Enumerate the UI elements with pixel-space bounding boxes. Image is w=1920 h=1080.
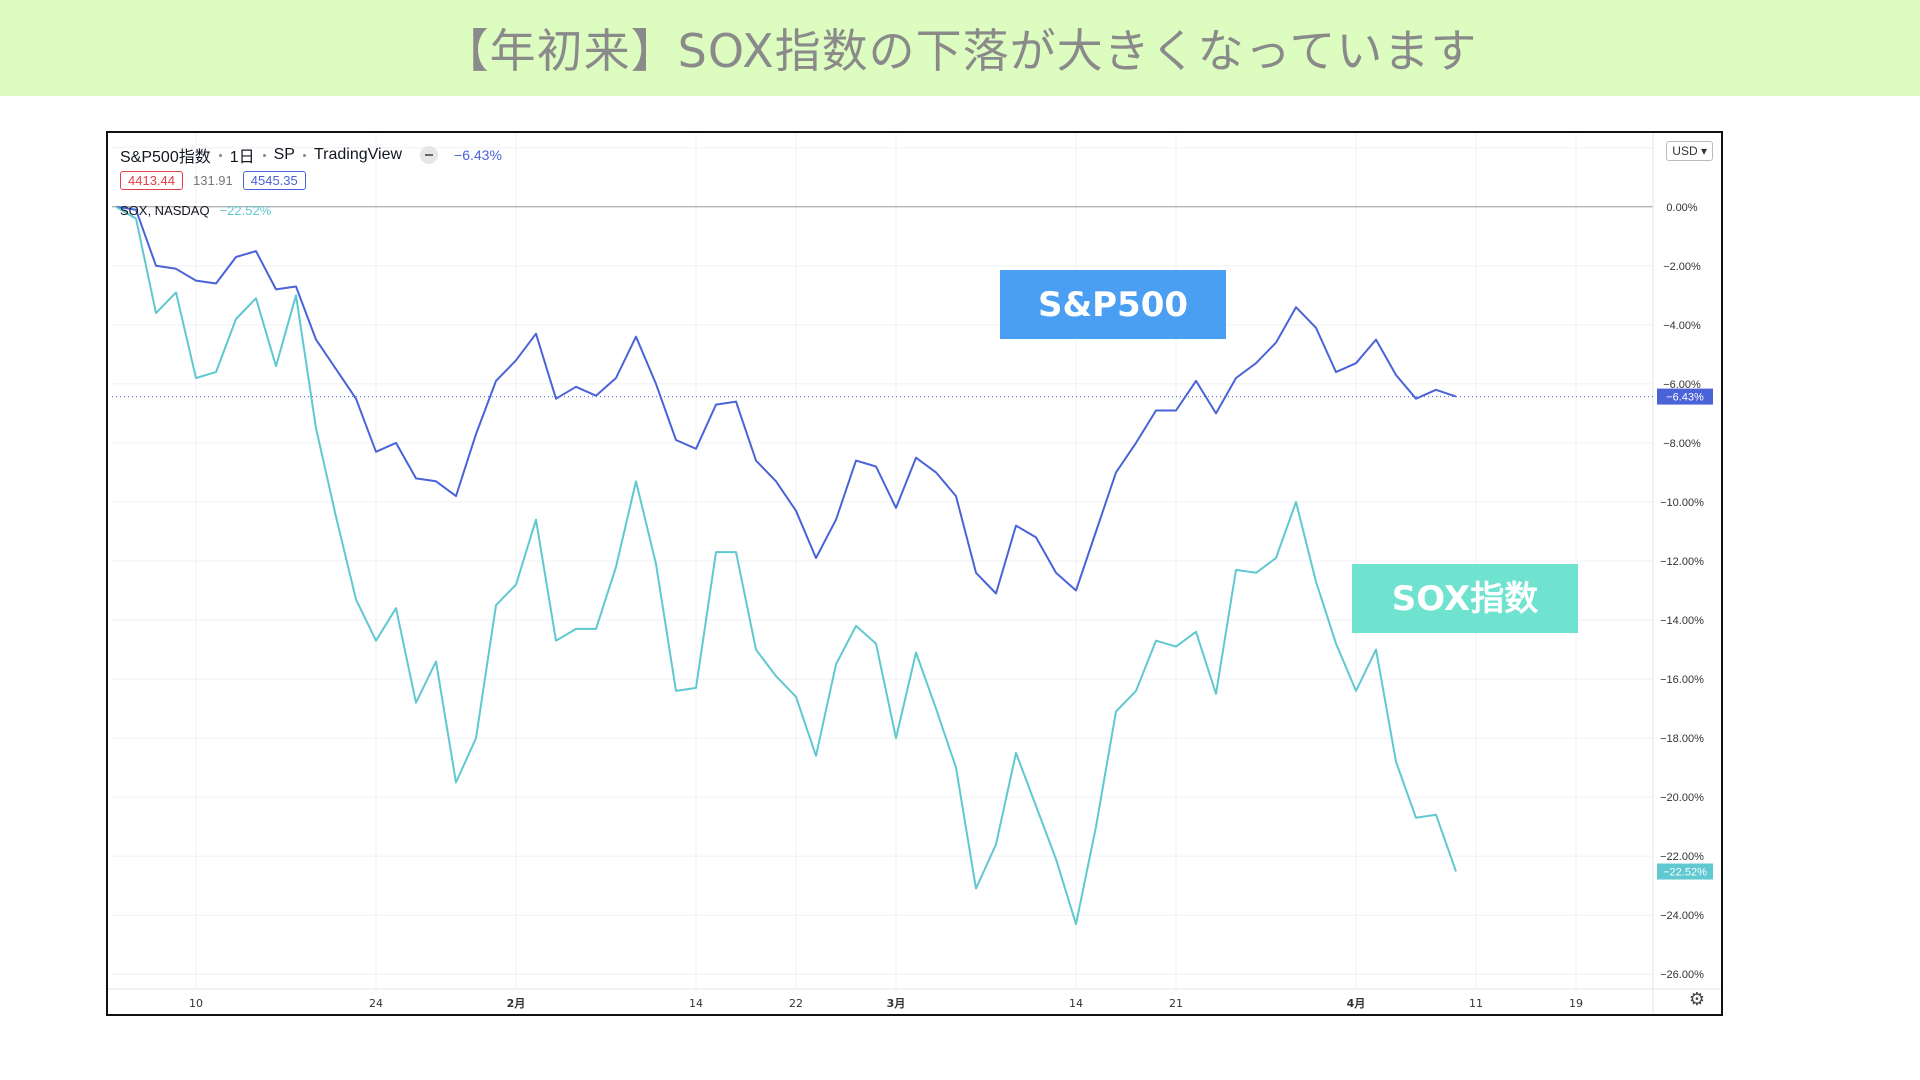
separator-dot <box>262 153 266 157</box>
legend-row-sp: S&P500指数 1日 SP TradingView −6.43% <box>120 143 502 167</box>
x-tick-label: 21 <box>1169 997 1183 1010</box>
separator-dot <box>302 153 306 157</box>
sp500-annotation-box <box>1000 270 1226 339</box>
chevron-down-icon: ▾ <box>1700 144 1707 158</box>
y-tick-label: −20.00% <box>1660 792 1704 804</box>
currency-label: USD <box>1672 144 1698 158</box>
x-tick-label: 22 <box>789 997 803 1010</box>
y-tick-label: −14.00% <box>1660 615 1704 627</box>
legend-row-sox: SOX, NASDAQ −22.52% <box>120 203 271 218</box>
legend-row-prices: 4413.44 131.91 4545.35 <box>120 171 306 190</box>
interval-label[interactable]: 1日 <box>229 149 255 166</box>
sp500-line[interactable] <box>115 205 1457 595</box>
y-tick-label: −26.00% <box>1660 969 1704 981</box>
sox-line[interactable] <box>115 205 1457 926</box>
y-tick-label: −24.00% <box>1660 910 1704 922</box>
x-tick-label: 14 <box>689 997 703 1010</box>
sp500-line-last-badge <box>1657 388 1713 405</box>
x-tick-label: 14 <box>1069 997 1083 1010</box>
y-tick-label: −6.00% <box>1663 379 1701 391</box>
sox-line-last-label: −22.52% <box>1663 867 1707 879</box>
x-tick-label: 19 <box>1569 997 1583 1010</box>
sp-symbol[interactable]: S&P500指数 <box>120 149 211 166</box>
x-tick-label: 4月 <box>1347 997 1366 1010</box>
exchange-label: SP <box>273 146 295 163</box>
y-tick-label: 0.00% <box>1666 202 1697 214</box>
y-tick-label: −2.00% <box>1663 261 1701 273</box>
sp-change: −6.43% <box>454 147 502 163</box>
sox-symbol[interactable]: SOX, NASDAQ <box>120 203 210 218</box>
y-tick-label: −10.00% <box>1660 497 1704 509</box>
minus-icon[interactable] <box>420 146 439 164</box>
y-tick-label: −8.00% <box>1663 438 1701 450</box>
y-tick-label: −12.00% <box>1660 556 1704 568</box>
price-high-badge: 4545.35 <box>242 171 306 190</box>
y-tick-label: −22.00% <box>1660 851 1704 863</box>
x-tick-label: 10 <box>189 997 203 1010</box>
sp500-annotation-label: S&P500 <box>1038 285 1188 325</box>
currency-selector[interactable]: USD ▾ <box>1666 141 1713 161</box>
source-label: TradingView <box>313 146 403 163</box>
x-tick-label: 24 <box>369 997 383 1010</box>
sox-change: −22.52% <box>219 203 272 218</box>
x-tick-label: 3月 <box>887 997 906 1010</box>
y-tick-label: −4.00% <box>1663 320 1701 332</box>
sox-annotation-box <box>1352 564 1578 633</box>
title-banner: 【年初来】SOX指数の下落が大きくなっています <box>0 0 1920 96</box>
price-low-badge: 4413.44 <box>120 171 183 190</box>
line-chart[interactable]: 2.00%0.00%−2.00%−4.00%−6.00%−8.00%−10.00… <box>108 133 1721 1014</box>
chart-frame[interactable]: 2.00%0.00%−2.00%−4.00%−6.00%−8.00%−10.00… <box>106 131 1723 1016</box>
sox-line-last-badge <box>1657 863 1713 880</box>
y-tick-label: −18.00% <box>1660 733 1704 745</box>
price-mid-value: 131.91 <box>193 173 233 188</box>
y-tick-label: −16.00% <box>1660 674 1704 686</box>
gear-icon[interactable]: ⚙ <box>1688 989 1705 1010</box>
page-title: 【年初来】SOX指数の下落が大きくなっています <box>442 24 1478 78</box>
sp500-line-last-label: −6.43% <box>1666 392 1704 404</box>
sox-annotation-label: SOX指数 <box>1392 579 1538 619</box>
separator-dot <box>218 153 222 157</box>
x-tick-label: 2月 <box>507 997 526 1010</box>
x-tick-label: 11 <box>1469 997 1483 1010</box>
